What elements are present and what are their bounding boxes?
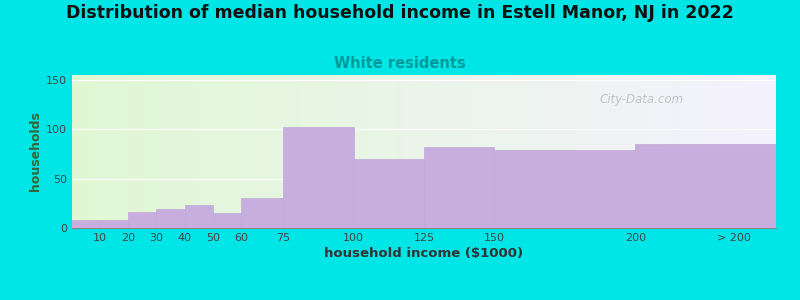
Bar [128,212,157,228]
Bar [100,220,128,228]
X-axis label: household income ($1000): household income ($1000) [325,247,523,260]
Bar [72,220,100,228]
Bar [241,198,283,228]
Y-axis label: households: households [29,112,42,191]
Bar [283,127,354,228]
Bar [157,209,185,228]
Text: Distribution of median household income in Estell Manor, NJ in 2022: Distribution of median household income … [66,4,734,22]
Bar [635,144,776,228]
Bar [185,205,213,228]
Bar [424,147,494,228]
Text: City-Data.com: City-Data.com [600,93,684,106]
Bar [354,159,424,228]
Bar [213,213,241,228]
Text: White residents: White residents [334,56,466,70]
Bar [494,150,635,228]
